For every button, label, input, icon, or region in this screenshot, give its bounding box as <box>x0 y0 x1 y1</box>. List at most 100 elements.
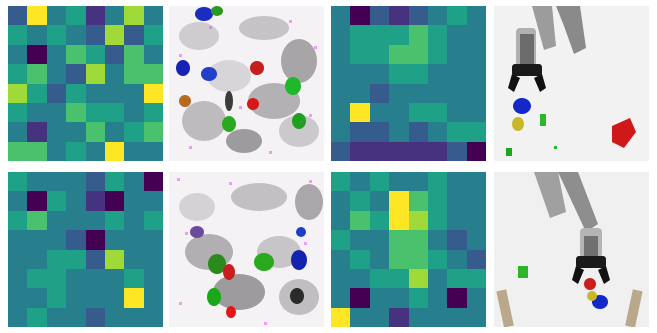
heatmap-cell <box>85 249 105 269</box>
heatmap-cell <box>104 307 125 327</box>
heatmap-cell <box>389 44 409 65</box>
heatmap-cell <box>8 230 28 250</box>
reconstruction-image-1 <box>169 6 324 161</box>
heatmap-cell <box>27 210 47 231</box>
heatmap-cell <box>427 268 448 289</box>
heatmap-cell <box>66 44 86 65</box>
heatmap-cell <box>46 44 67 65</box>
heatmap-cell <box>143 6 163 26</box>
heatmap-cell <box>85 288 105 308</box>
heatmap-cell <box>369 102 390 123</box>
heatmap-cell <box>104 288 125 308</box>
heatmap-cell <box>8 64 28 84</box>
robot-scene-canvas <box>494 172 649 327</box>
heatmap-cell <box>143 249 163 269</box>
heatmap-cell <box>350 288 370 308</box>
heatmap-cell <box>408 64 428 84</box>
heatmap-cell <box>104 249 125 269</box>
heatmap-cell <box>408 268 428 289</box>
heatmap-grid <box>8 6 163 161</box>
heatmap-cell <box>466 64 486 84</box>
heatmap-cell <box>427 288 448 308</box>
heatmap-cell <box>369 288 390 308</box>
heatmap-cell <box>85 6 105 26</box>
heatmap-cell <box>447 249 467 269</box>
heatmap-cell <box>46 268 67 289</box>
heatmap-cell <box>408 122 428 142</box>
heatmap-cell <box>369 191 390 211</box>
heatmap-cell <box>104 122 125 142</box>
heatmap-cell <box>408 83 428 103</box>
heatmap-cell <box>447 102 467 123</box>
heatmap-cell <box>331 25 351 45</box>
heatmap-cell <box>389 210 409 231</box>
heatmap-cell <box>104 6 125 26</box>
heatmap-cell <box>27 249 47 269</box>
heatmap-cell <box>369 44 390 65</box>
heatmap-cell <box>104 64 125 84</box>
heatmap-grid <box>8 172 163 327</box>
heatmap-cell <box>66 64 86 84</box>
heatmap-cell <box>408 141 428 161</box>
heatmap-cell <box>124 210 144 231</box>
heatmap-cell <box>124 25 144 45</box>
heatmap-cell <box>350 102 370 123</box>
heatmap-cell <box>124 83 144 103</box>
heatmap-cell <box>66 288 86 308</box>
heatmap-cell <box>331 102 351 123</box>
heatmap-cell <box>447 44 467 65</box>
heatmap-cell <box>408 210 428 231</box>
heatmap-cell <box>331 141 351 161</box>
heatmap-cell <box>46 230 67 250</box>
heatmap-cell <box>466 141 486 161</box>
heatmap-cell <box>427 102 448 123</box>
heatmap-cell <box>8 249 28 269</box>
robot-scene-image-2 <box>494 172 649 327</box>
heatmap-cell <box>104 25 125 45</box>
heatmap-cell <box>46 141 67 161</box>
reconstruction-canvas <box>169 6 324 161</box>
heatmap-cell <box>104 83 125 103</box>
heatmap-cell <box>389 307 409 327</box>
heatmap-cell <box>369 307 390 327</box>
heatmap-cell <box>466 268 486 289</box>
heatmap-cell <box>427 249 448 269</box>
heatmap-cell <box>331 288 351 308</box>
heatmap-cell <box>66 172 86 192</box>
heatmap-cell <box>143 172 163 192</box>
heatmap-cell <box>331 268 351 289</box>
heatmap-cell <box>466 102 486 123</box>
heatmap-cell <box>66 307 86 327</box>
heatmap-cell <box>408 6 428 26</box>
heatmap-cell <box>466 6 486 26</box>
heatmap-cell <box>427 83 448 103</box>
heatmap-cell <box>124 230 144 250</box>
heatmap-cell <box>66 102 86 123</box>
heatmap-cell <box>389 141 409 161</box>
heatmap-cell <box>27 102 47 123</box>
heatmap-cell <box>104 191 125 211</box>
heatmap-cell <box>27 268 47 289</box>
latent-heatmap-1 <box>8 6 163 161</box>
heatmap-cell <box>46 83 67 103</box>
heatmap-cell <box>85 122 105 142</box>
heatmap-cell <box>27 83 47 103</box>
heatmap-cell <box>427 44 448 65</box>
heatmap-cell <box>104 44 125 65</box>
heatmap-cell <box>27 64 47 84</box>
heatmap-cell <box>8 191 28 211</box>
heatmap-cell <box>350 83 370 103</box>
heatmap-cell <box>27 141 47 161</box>
heatmap-cell <box>331 191 351 211</box>
heatmap-cell <box>124 191 144 211</box>
heatmap-cell <box>104 268 125 289</box>
heatmap-cell <box>8 172 28 192</box>
heatmap-cell <box>447 25 467 45</box>
heatmap-cell <box>466 122 486 142</box>
heatmap-cell <box>369 122 390 142</box>
heatmap-cell <box>389 25 409 45</box>
heatmap-cell <box>331 249 351 269</box>
heatmap-cell <box>389 64 409 84</box>
heatmap-cell <box>369 83 390 103</box>
heatmap-cell <box>124 172 144 192</box>
